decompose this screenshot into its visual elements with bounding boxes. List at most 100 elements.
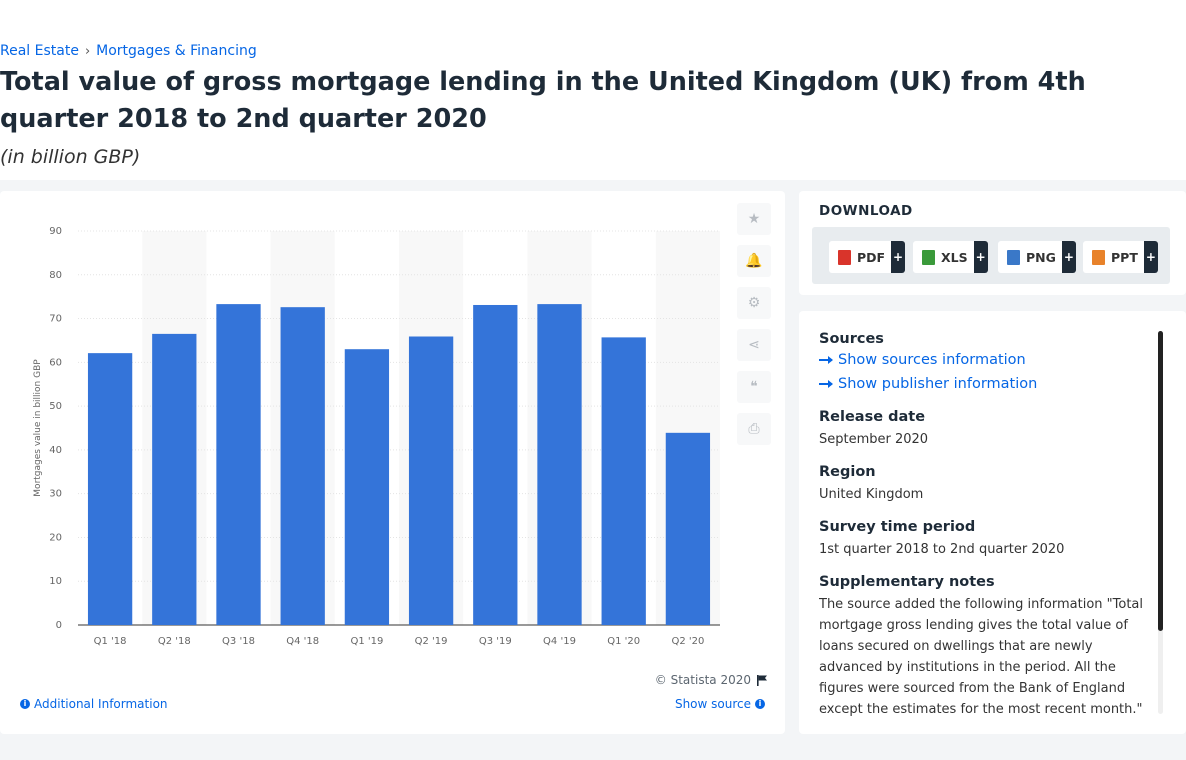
plus-icon[interactable]: + xyxy=(1061,241,1076,273)
download-xls-button[interactable]: XLS + xyxy=(913,241,988,273)
download-png-button[interactable]: PNG + xyxy=(998,241,1076,273)
survey-block: Survey time period 1st quarter 2018 to 2… xyxy=(819,519,1149,560)
y-tick-label: 10 xyxy=(49,576,62,587)
arrow-right-icon xyxy=(819,380,833,388)
bar[interactable] xyxy=(601,337,646,625)
y-tick-label: 0 xyxy=(56,620,62,631)
region-block: Region United Kingdom xyxy=(819,464,1149,505)
y-tick-label: 20 xyxy=(49,532,62,543)
details-scrollbar[interactable] xyxy=(1158,331,1163,714)
x-tick-label: Q4 '19 xyxy=(543,636,576,647)
x-tick-label: Q1 '19 xyxy=(350,636,383,647)
chart-toolbar: ★ 🔔 ⚙ ⋖ ❝ ⎙ xyxy=(737,203,773,455)
flag-icon[interactable] xyxy=(757,674,767,686)
sources-heading: Sources xyxy=(819,331,884,347)
release-heading: Release date xyxy=(819,409,926,425)
x-tick-label: Q3 '19 xyxy=(479,636,512,647)
info-icon: i xyxy=(755,699,765,709)
favorite-star-button[interactable]: ★ xyxy=(737,203,771,235)
notification-bell-button[interactable]: 🔔 xyxy=(737,245,771,277)
page-title: Total value of gross mortgage lending in… xyxy=(0,67,1086,134)
download-format-label: PPT xyxy=(1111,249,1138,265)
additional-info-link[interactable]: i Additional Information xyxy=(20,697,168,711)
png-file-icon xyxy=(1007,249,1020,265)
plus-icon[interactable]: + xyxy=(1143,241,1158,273)
x-tick-label: Q1 '18 xyxy=(94,636,127,647)
bar-chart: 0 10 20 30 40 50 60 70 80 90 Q1 '18 Q2 '18 Q3 '18 Q4 … xyxy=(33,226,720,647)
survey-value: 1st quarter 2018 to 2nd quarter 2020 xyxy=(819,542,1065,557)
breadcrumb-item-mortgages[interactable]: Mortgages & Financing xyxy=(96,43,257,59)
details-card: Sources Show sources information Show pu… xyxy=(799,311,1186,734)
additional-info-label: Additional Information xyxy=(34,697,168,711)
y-tick-label: 80 xyxy=(49,270,62,281)
sources-block: Sources Show sources information Show pu… xyxy=(819,331,1149,395)
breadcrumb-item-real-estate[interactable]: Real Estate xyxy=(0,43,79,59)
show-source-label: Show source xyxy=(674,697,751,711)
x-tick-label: Q2 '20 xyxy=(671,636,704,647)
xls-file-icon xyxy=(922,249,935,265)
download-format-label: XLS xyxy=(941,249,968,265)
breadcrumb: Real Estate › Mortgages & Financing xyxy=(0,43,257,59)
y-tick-label: 50 xyxy=(49,401,62,412)
settings-gear-button[interactable]: ⚙ xyxy=(737,287,771,319)
bar[interactable] xyxy=(473,304,518,625)
y-tick-label: 70 xyxy=(49,314,62,325)
notification-bell-icon: 🔔 xyxy=(745,253,763,269)
x-tick-label: Q2 '18 xyxy=(158,636,191,647)
release-block: Release date September 2020 xyxy=(819,409,1149,450)
chart-copyright: © Statista 2020 xyxy=(655,673,767,687)
bar[interactable] xyxy=(87,353,133,625)
x-tick-label: Q2 '19 xyxy=(415,636,448,647)
arrow-right-icon xyxy=(819,356,833,364)
notes-value: The source added the following informati… xyxy=(819,597,1144,717)
x-tick-label: Q4 '18 xyxy=(286,636,319,647)
download-card: DOWNLOAD PDF + XLS + PNG + PPT + xyxy=(799,191,1186,295)
notes-block: Supplementary notes The source added the… xyxy=(819,574,1149,720)
plus-icon[interactable]: + xyxy=(973,241,988,273)
download-pdf-button[interactable]: PDF + xyxy=(829,241,906,273)
show-sources-label: Show sources information xyxy=(838,352,1026,368)
share-icon: ⋖ xyxy=(748,337,760,353)
bar[interactable] xyxy=(537,304,582,625)
print-icon: ⎙ xyxy=(748,421,760,437)
y-axis-label: Mortgages value in billion GBP xyxy=(33,359,43,497)
breadcrumb-separator: › xyxy=(84,43,91,59)
favorite-star-icon: ★ xyxy=(747,211,761,227)
pdf-file-icon xyxy=(838,249,851,265)
x-tick-label: Q3 '18 xyxy=(222,636,255,647)
show-source-link[interactable]: Show source i xyxy=(675,697,765,711)
bar[interactable] xyxy=(665,432,711,625)
header-area xyxy=(0,0,1186,180)
download-format-label: PNG xyxy=(1026,249,1056,265)
survey-heading: Survey time period xyxy=(819,519,976,535)
settings-gear-icon: ⚙ xyxy=(747,295,761,311)
page-subtitle: (in billion GBP) xyxy=(0,146,141,168)
bar[interactable] xyxy=(152,333,197,625)
download-options: PDF + XLS + PNG + PPT + xyxy=(812,227,1170,284)
y-tick-label: 90 xyxy=(49,226,62,237)
y-tick-label: 30 xyxy=(49,489,62,500)
details-content: Sources Show sources information Show pu… xyxy=(819,331,1149,721)
download-ppt-button[interactable]: PPT + xyxy=(1083,241,1158,273)
bar[interactable] xyxy=(216,304,261,625)
show-sources-link[interactable]: Show sources information xyxy=(819,349,1149,371)
bar[interactable] xyxy=(280,307,325,625)
download-format-label: PDF xyxy=(857,249,886,265)
show-publisher-link[interactable]: Show publisher information xyxy=(819,373,1149,395)
y-tick-label: 40 xyxy=(49,445,62,456)
info-icon: i xyxy=(20,699,30,709)
scrollbar-thumb[interactable] xyxy=(1158,331,1163,631)
release-value: September 2020 xyxy=(819,432,929,447)
chart-card: 0 10 20 30 40 50 60 70 80 90 Q1 '18 Q2 '18 Q3 '18 Q4 … xyxy=(0,191,785,734)
bar[interactable] xyxy=(344,349,390,625)
y-tick-label: 60 xyxy=(49,357,62,368)
print-button[interactable]: ⎙ xyxy=(737,413,771,445)
x-tick-label: Q1 '20 xyxy=(607,636,640,647)
cite-quote-button[interactable]: ❝ xyxy=(737,371,771,403)
plus-icon[interactable]: + xyxy=(891,241,906,273)
bar[interactable] xyxy=(408,336,454,625)
download-title: DOWNLOAD xyxy=(819,203,913,219)
share-button[interactable]: ⋖ xyxy=(737,329,771,361)
show-publisher-label: Show publisher information xyxy=(838,376,1038,392)
copyright-text: © Statista 2020 xyxy=(654,673,751,687)
